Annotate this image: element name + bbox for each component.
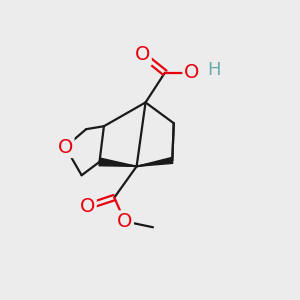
- Text: O: O: [184, 63, 199, 82]
- Polygon shape: [99, 158, 136, 166]
- Text: O: O: [80, 197, 95, 216]
- Text: H: H: [207, 61, 221, 79]
- Text: O: O: [58, 137, 73, 157]
- Polygon shape: [136, 158, 173, 166]
- Text: O: O: [135, 45, 150, 64]
- Text: O: O: [117, 212, 132, 231]
